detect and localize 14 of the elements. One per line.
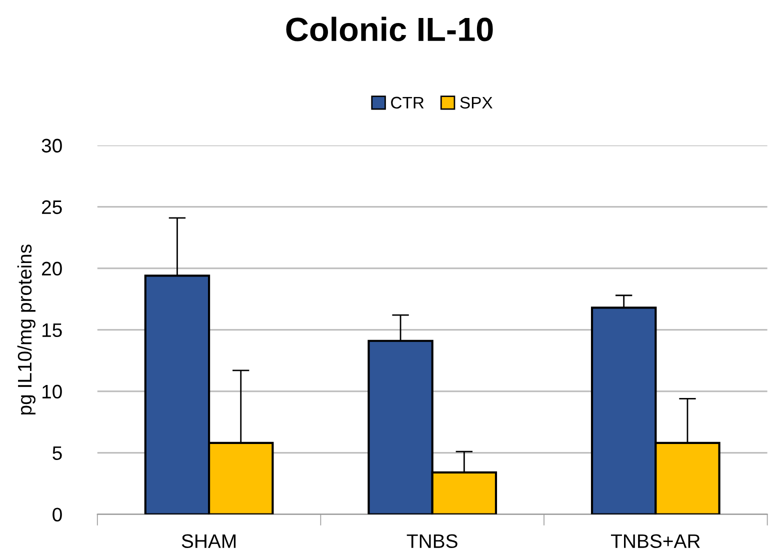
y-tick-label: 15	[42, 323, 62, 338]
y-tick-label: 30	[42, 138, 62, 153]
x-tick-label: TNBS	[406, 534, 458, 548]
legend-label: CTR	[391, 96, 424, 109]
y-tick-label: 10	[42, 384, 62, 399]
y-tick-label: 5	[52, 446, 62, 460]
y-axis-title: pg IL10/mg proteins	[17, 244, 36, 414]
y-tick-label: 20	[42, 262, 62, 276]
x-tick-label: SHAM	[182, 534, 236, 548]
legend-label: SPX	[460, 96, 492, 109]
y-tick-label: 25	[42, 200, 62, 214]
x-tick-label: TNBS+AR	[610, 534, 700, 548]
y-tick-label: 0	[52, 508, 62, 522]
chart-title: Colonic IL-10	[286, 16, 493, 42]
